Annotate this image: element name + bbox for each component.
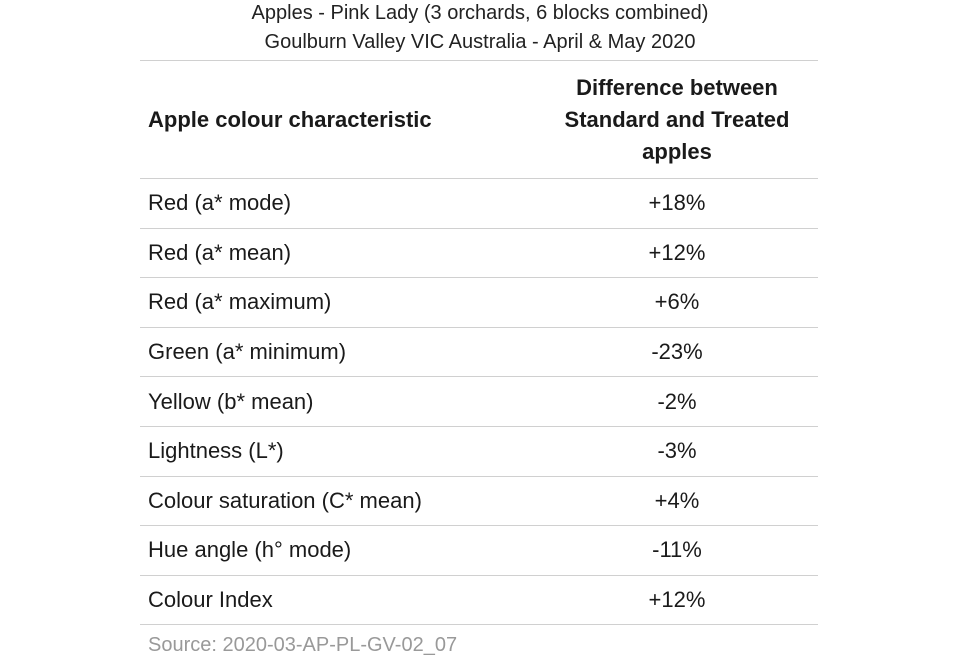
difference-cell: -23% <box>536 327 818 378</box>
difference-cell: +12% <box>536 228 818 279</box>
difference-cell: +6% <box>536 277 818 328</box>
characteristic-cell: Yellow (b* mean) <box>140 376 536 427</box>
characteristic-cell: Colour Index <box>140 575 536 626</box>
difference-cell: -2% <box>536 376 818 427</box>
characteristic-cell: Red (a* mode) <box>140 178 536 229</box>
characteristic-cell: Hue angle (h° mode) <box>140 525 536 576</box>
table-row: Lightness (L*) -3% <box>140 426 818 477</box>
source-note: Source: 2020-03-AP-PL-GV-02_07 <box>148 634 458 656</box>
table-body: Red (a* mode) +18% Red (a* mean) +12% Red (a… <box>140 178 818 626</box>
characteristic-cell: Green (a* minimum) <box>140 327 536 378</box>
column-header: Difference between Standard and Treated … <box>536 60 818 179</box>
difference-cell: +18% <box>536 178 818 229</box>
table-row: Green (a* minimum) -23% <box>140 327 818 378</box>
characteristic-cell: Red (a* mean) <box>140 228 536 279</box>
difference-cell: -11% <box>536 525 818 576</box>
difference-cell: -3% <box>536 426 818 477</box>
characteristic-cell: Colour saturation (C* mean) <box>140 476 536 527</box>
title-line: Goulburn Valley VIC Australia - April & … <box>264 31 696 53</box>
title-line: Apples - Pink Lady (3 orchards, 6 blocks… <box>251 2 709 24</box>
data-table: Apple colour characteristic Difference b… <box>140 60 818 626</box>
table-row: Colour Index +12% <box>140 575 818 626</box>
characteristic-cell: Red (a* maximum) <box>140 277 536 328</box>
header-row: Apple colour characteristic Difference b… <box>140 60 818 179</box>
difference-cell: +4% <box>536 476 818 527</box>
characteristic-cell: Lightness (L*) <box>140 426 536 477</box>
difference-cell: +12% <box>536 575 818 626</box>
column-header: Apple colour characteristic <box>140 60 536 179</box>
table-row: Red (a* mode) +18% <box>140 178 818 229</box>
table-row: Red (a* maximum) +6% <box>140 277 818 328</box>
table-row: Yellow (b* mean) -2% <box>140 376 818 427</box>
table-row: Colour saturation (C* mean) +4% <box>140 476 818 527</box>
table-row: Hue angle (h° mode) -11% <box>140 525 818 576</box>
table-row: Red (a* mean) +12% <box>140 228 818 279</box>
